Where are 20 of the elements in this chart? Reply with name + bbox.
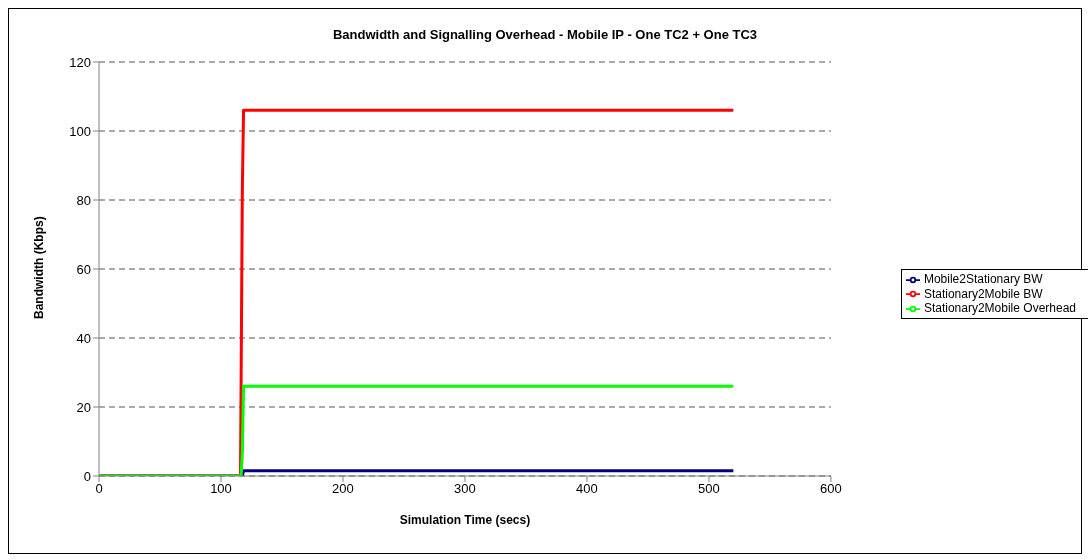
y-tick-label: 60 [76,261,91,277]
x-axis-title: Simulation Time (secs) [399,513,531,527]
legend-label: Stationary2Mobile BW [923,286,1043,301]
legend-label: Stationary2Mobile Overhead [923,301,1076,316]
x-tick-label: 100 [210,481,232,497]
x-tick-label: 300 [454,481,476,497]
x-tick-label: 500 [698,481,720,497]
legend-label: Mobile2Stationary BW [923,271,1043,286]
chart-title: Bandwidth and Signalling Overhead - Mobile IP - One TC2 + One TC3 [331,27,759,42]
y-tick-label: 120 [69,54,91,70]
x-tick-label: 0 [95,481,103,497]
y-tick-label: 40 [76,330,91,346]
y-tick-label: 20 [76,399,91,415]
x-tick-label: 600 [820,481,842,497]
y-axis-title: Bandwidth (Kbps) [32,216,47,319]
y-tick-label: 80 [76,192,91,208]
y-tick-label: 0 [83,468,91,484]
x-tick-label: 200 [332,481,354,497]
x-tick-label: 400 [576,481,598,497]
y-tick-label: 100 [69,123,91,139]
